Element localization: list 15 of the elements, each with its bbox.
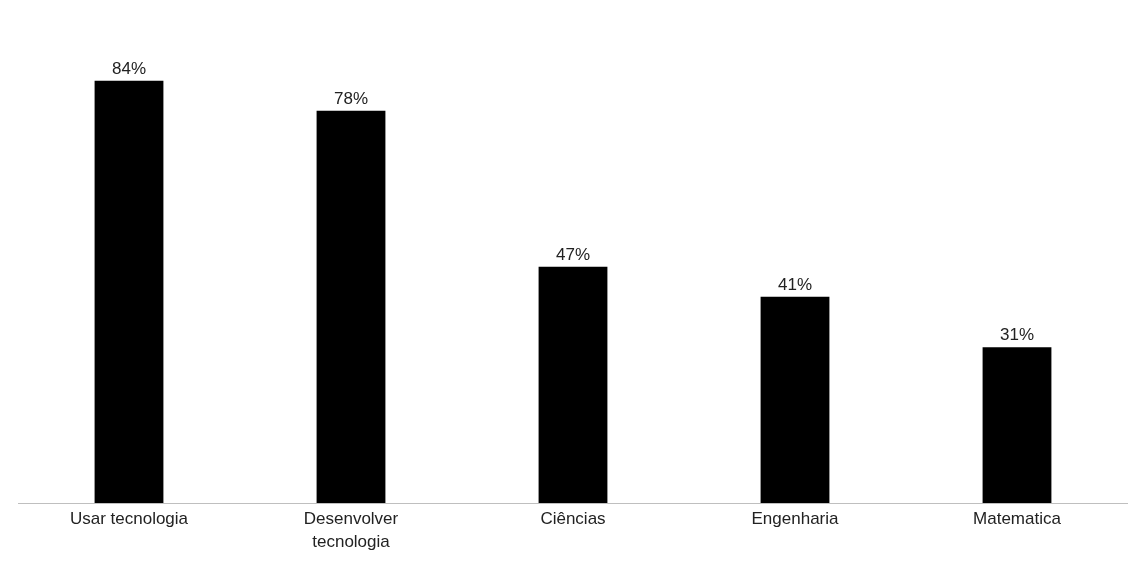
bar [316,110,386,503]
bar [94,80,164,503]
x-tick-label: Engenharia [751,509,840,529]
x-tick-label: Ciências [540,509,606,529]
data-label: 47% [555,244,591,264]
x-tick-label: Usar tecnologia [69,509,189,529]
x-tick-label: Matematica [973,509,1062,529]
x-tick-label: Desenvolver tecnologia [303,509,399,551]
bar [982,347,1052,503]
bar [760,296,830,503]
data-label: 84% [111,58,147,78]
data-label: 78% [333,88,369,108]
data-label: 41% [777,274,813,294]
data-label: 31% [999,325,1035,345]
bar [538,266,608,503]
